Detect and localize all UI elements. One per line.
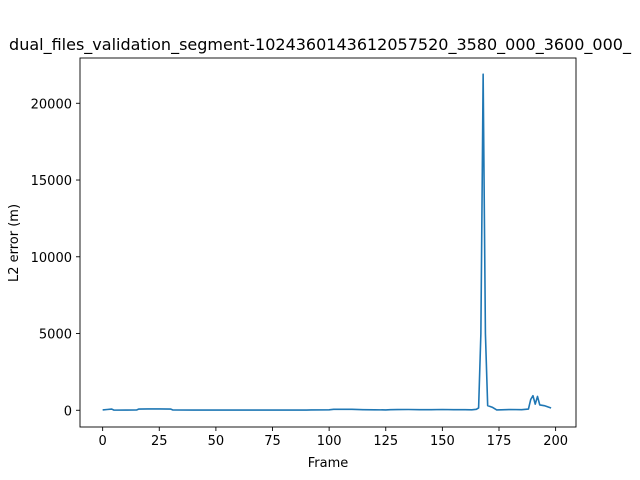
series-line-0 [102,73,552,411]
y-tick-label: 10000 [31,251,72,266]
x-tick-label: 100 [317,434,342,449]
y-tick-label: 5000 [39,328,72,343]
x-tick-label: 125 [373,434,398,449]
x-tick-label: 50 [208,434,225,449]
x-tick-label: 150 [430,434,455,449]
plot-area [79,57,577,428]
y-axis-label: L2 error (m) [7,204,22,282]
y-axis: 0 5000 10000 15000 20000 [31,97,80,419]
y-tick-label: 0 [64,404,72,419]
x-tick-label: 175 [487,434,512,449]
axes-frame [79,57,577,428]
x-axis: 0 25 50 75 100 125 150 175 200 [99,427,568,449]
y-tick-label: 15000 [31,174,72,189]
x-tick-label: 75 [264,434,281,449]
x-tick-label: 25 [151,434,168,449]
x-tick-label: 0 [99,434,107,449]
x-axis-label: Frame [308,456,349,471]
x-tick-label: 200 [543,434,568,449]
y-tick-label: 20000 [31,97,72,112]
chart-title: dual_files_validation_segment-1024360143… [9,35,632,55]
